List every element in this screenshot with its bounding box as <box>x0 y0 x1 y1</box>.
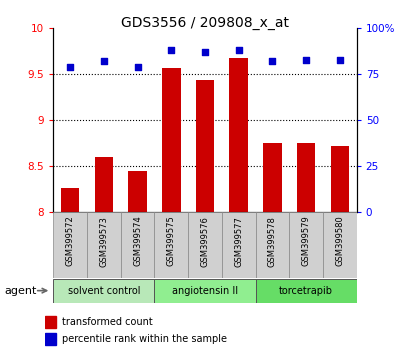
Text: GSM399575: GSM399575 <box>166 216 175 267</box>
Bar <box>330 146 348 212</box>
Bar <box>229 58 247 212</box>
Point <box>201 50 208 55</box>
Bar <box>296 143 315 212</box>
Bar <box>255 212 289 278</box>
Bar <box>61 188 79 212</box>
Bar <box>322 212 356 278</box>
Bar <box>154 279 255 303</box>
Bar <box>188 212 221 278</box>
Bar <box>221 212 255 278</box>
Text: angiotensin II: angiotensin II <box>171 286 238 296</box>
Text: GSM399574: GSM399574 <box>133 216 142 267</box>
Bar <box>120 212 154 278</box>
Text: GSM399572: GSM399572 <box>65 216 74 267</box>
Bar <box>94 157 113 212</box>
Bar <box>87 212 120 278</box>
Text: GSM399573: GSM399573 <box>99 216 108 267</box>
Text: GSM399580: GSM399580 <box>335 216 344 267</box>
Bar <box>45 316 56 328</box>
Text: transformed count: transformed count <box>62 317 153 327</box>
Point <box>235 47 241 53</box>
Bar <box>263 143 281 212</box>
Bar <box>154 212 188 278</box>
Point <box>168 47 174 53</box>
Text: GSM399579: GSM399579 <box>301 216 310 267</box>
Point <box>302 57 309 62</box>
Text: torcetrapib: torcetrapib <box>279 286 333 296</box>
Point <box>336 57 342 62</box>
Point <box>67 64 73 70</box>
Text: solvent control: solvent control <box>67 286 140 296</box>
Bar <box>128 171 146 212</box>
Text: GSM399578: GSM399578 <box>267 216 276 267</box>
Bar <box>45 333 56 345</box>
Text: agent: agent <box>4 286 36 296</box>
Text: GDS3556 / 209808_x_at: GDS3556 / 209808_x_at <box>121 16 288 30</box>
Text: percentile rank within the sample: percentile rank within the sample <box>62 335 227 344</box>
Bar <box>195 80 214 212</box>
Point <box>134 64 141 70</box>
Bar <box>289 212 322 278</box>
Bar <box>162 68 180 212</box>
Point <box>100 59 107 64</box>
Point <box>268 59 275 64</box>
Text: GSM399577: GSM399577 <box>234 216 243 267</box>
Bar <box>255 279 356 303</box>
Bar <box>53 279 154 303</box>
Bar <box>53 212 87 278</box>
Text: GSM399576: GSM399576 <box>200 216 209 267</box>
